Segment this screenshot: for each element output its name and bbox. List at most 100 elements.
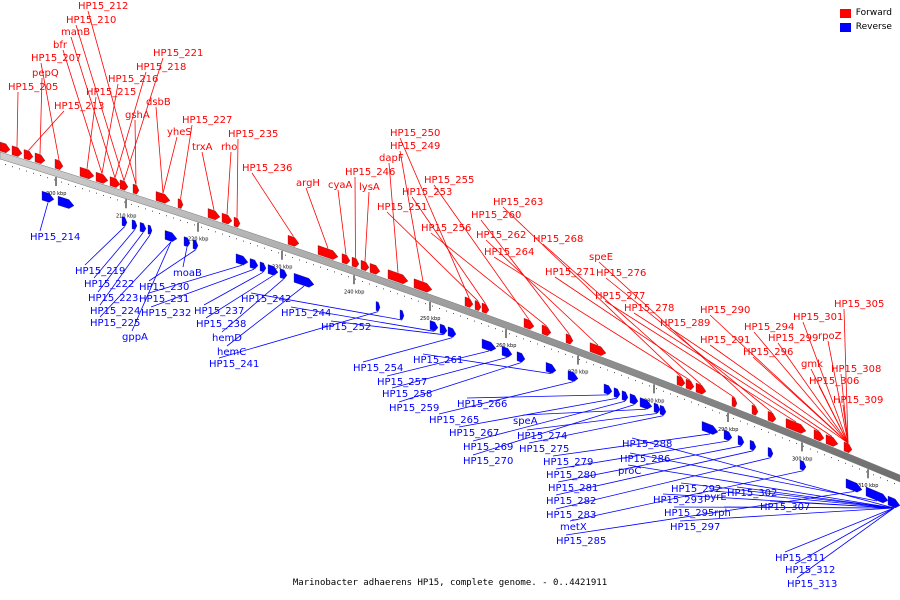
forward-gene: [474, 300, 482, 311]
leader-line: [502, 206, 682, 377]
reverse-gene-label: HP15_242: [241, 294, 291, 305]
minor-tick: [271, 249, 272, 251]
minor-tick: [894, 483, 895, 485]
minor-tick: [509, 333, 510, 335]
gene-arrow: [177, 198, 184, 209]
gene-arrow: [147, 224, 153, 235]
forward-gene-label: HP15_260: [471, 210, 521, 221]
forward-gene-label: HP15_253: [402, 187, 452, 198]
leader-line: [472, 404, 635, 456]
leader-line: [784, 507, 895, 553]
forward-gene-label: HP15_256: [421, 223, 471, 234]
kbp-label: 200 kbp: [46, 191, 66, 197]
reverse-gene-label: rph: [714, 508, 731, 519]
minor-tick: [845, 462, 846, 464]
leader-line: [251, 172, 294, 237]
leader-line: [794, 507, 895, 565]
kbp-label: 260 kbp: [496, 343, 516, 349]
gene-arrow: [109, 176, 121, 188]
leader-line: [542, 243, 702, 385]
minor-tick: [859, 468, 860, 470]
forward-gene-label: HP15_235: [228, 129, 278, 140]
forward-gene-label: HP15_221: [153, 48, 203, 59]
reverse-gene-label: HP15_313: [787, 579, 837, 590]
forward-gene-label: HP15_290: [700, 305, 750, 316]
forward-gene: [155, 191, 171, 204]
reverse-gene: [267, 264, 279, 276]
leader-line: [438, 381, 574, 415]
forward-gene-label: HP15_289: [660, 318, 710, 329]
minor-tick: [628, 377, 629, 379]
reverse-gene-label: HP15_219: [75, 266, 125, 277]
minor-tick: [257, 245, 258, 247]
leader-line: [565, 491, 855, 536]
reverse-gene-label: HP15_225: [90, 318, 140, 329]
reverse-gene-label: HP15_237: [194, 306, 244, 317]
leader-line: [458, 397, 618, 428]
forward-gene-label: HP15_246: [345, 167, 395, 178]
minor-tick: [166, 215, 167, 217]
leader-line: [827, 340, 849, 444]
gene-arrow: [767, 447, 774, 458]
gene-arrow: [565, 333, 574, 345]
leader-line: [134, 119, 137, 185]
gene-arrow: [119, 179, 129, 191]
reverse-gene: [887, 495, 900, 509]
minor-tick: [96, 192, 97, 194]
forward-gene: [676, 375, 686, 387]
minor-tick: [467, 318, 468, 320]
leader-line: [627, 464, 895, 509]
minor-tick: [320, 266, 321, 268]
gene-arrow: [567, 370, 579, 382]
leader-line: [526, 413, 658, 431]
forward-gene-label: gshA: [125, 110, 150, 121]
minor-tick: [698, 404, 699, 406]
forward-gene-label: HP15_213: [54, 101, 104, 112]
forward-gene-label: HP15_207: [31, 53, 81, 64]
minor-tick: [103, 194, 104, 196]
kbp-label: 300 kbp: [792, 456, 812, 462]
minor-tick: [684, 398, 685, 400]
gene-arrow: [41, 190, 55, 203]
leader-line: [364, 191, 370, 262]
leader-line: [221, 278, 284, 333]
minor-tick: [733, 417, 734, 419]
forward-gene: [11, 145, 23, 157]
minor-tick: [761, 428, 762, 430]
minor-tick: [418, 300, 419, 302]
forward-gene-label: HP15_255: [424, 175, 474, 186]
gene-arrow: [287, 235, 300, 247]
leader-line: [203, 271, 264, 306]
forward-gene-label: rpoZ: [818, 331, 842, 342]
gene-arrow: [121, 216, 128, 227]
minor-tick: [33, 172, 34, 174]
minor-tick: [551, 348, 552, 350]
forward-gene: [132, 183, 140, 195]
leader-line: [226, 151, 232, 215]
gene-arrow: [676, 375, 686, 387]
gene-arrow: [541, 324, 552, 336]
leader-line: [131, 241, 172, 332]
forward-gene: [695, 382, 707, 395]
gene-arrow: [183, 236, 191, 247]
leader-line: [180, 124, 193, 200]
gene-arrow: [613, 387, 621, 399]
leader-line: [669, 327, 833, 437]
leader-line: [769, 500, 895, 509]
minor-tick: [677, 396, 678, 398]
leader-line: [422, 353, 552, 375]
leader-line: [148, 249, 196, 282]
forward-gene-label: HP15_205: [8, 82, 58, 93]
minor-tick: [502, 330, 503, 332]
minor-tick: [397, 293, 398, 295]
minor-tick: [817, 451, 818, 453]
forward-gene: [685, 378, 695, 391]
forward-gene-label: HP15_277: [595, 291, 645, 302]
reverse-gene-label: HP15_280: [546, 470, 596, 481]
minor-tick: [334, 271, 335, 273]
leader-line: [605, 277, 773, 413]
minor-tick: [110, 197, 111, 199]
reverse-gene-label: HP15_232: [141, 308, 191, 319]
reverse-gene: [613, 387, 621, 399]
reverse-gene-label: HP15_285: [556, 536, 606, 547]
